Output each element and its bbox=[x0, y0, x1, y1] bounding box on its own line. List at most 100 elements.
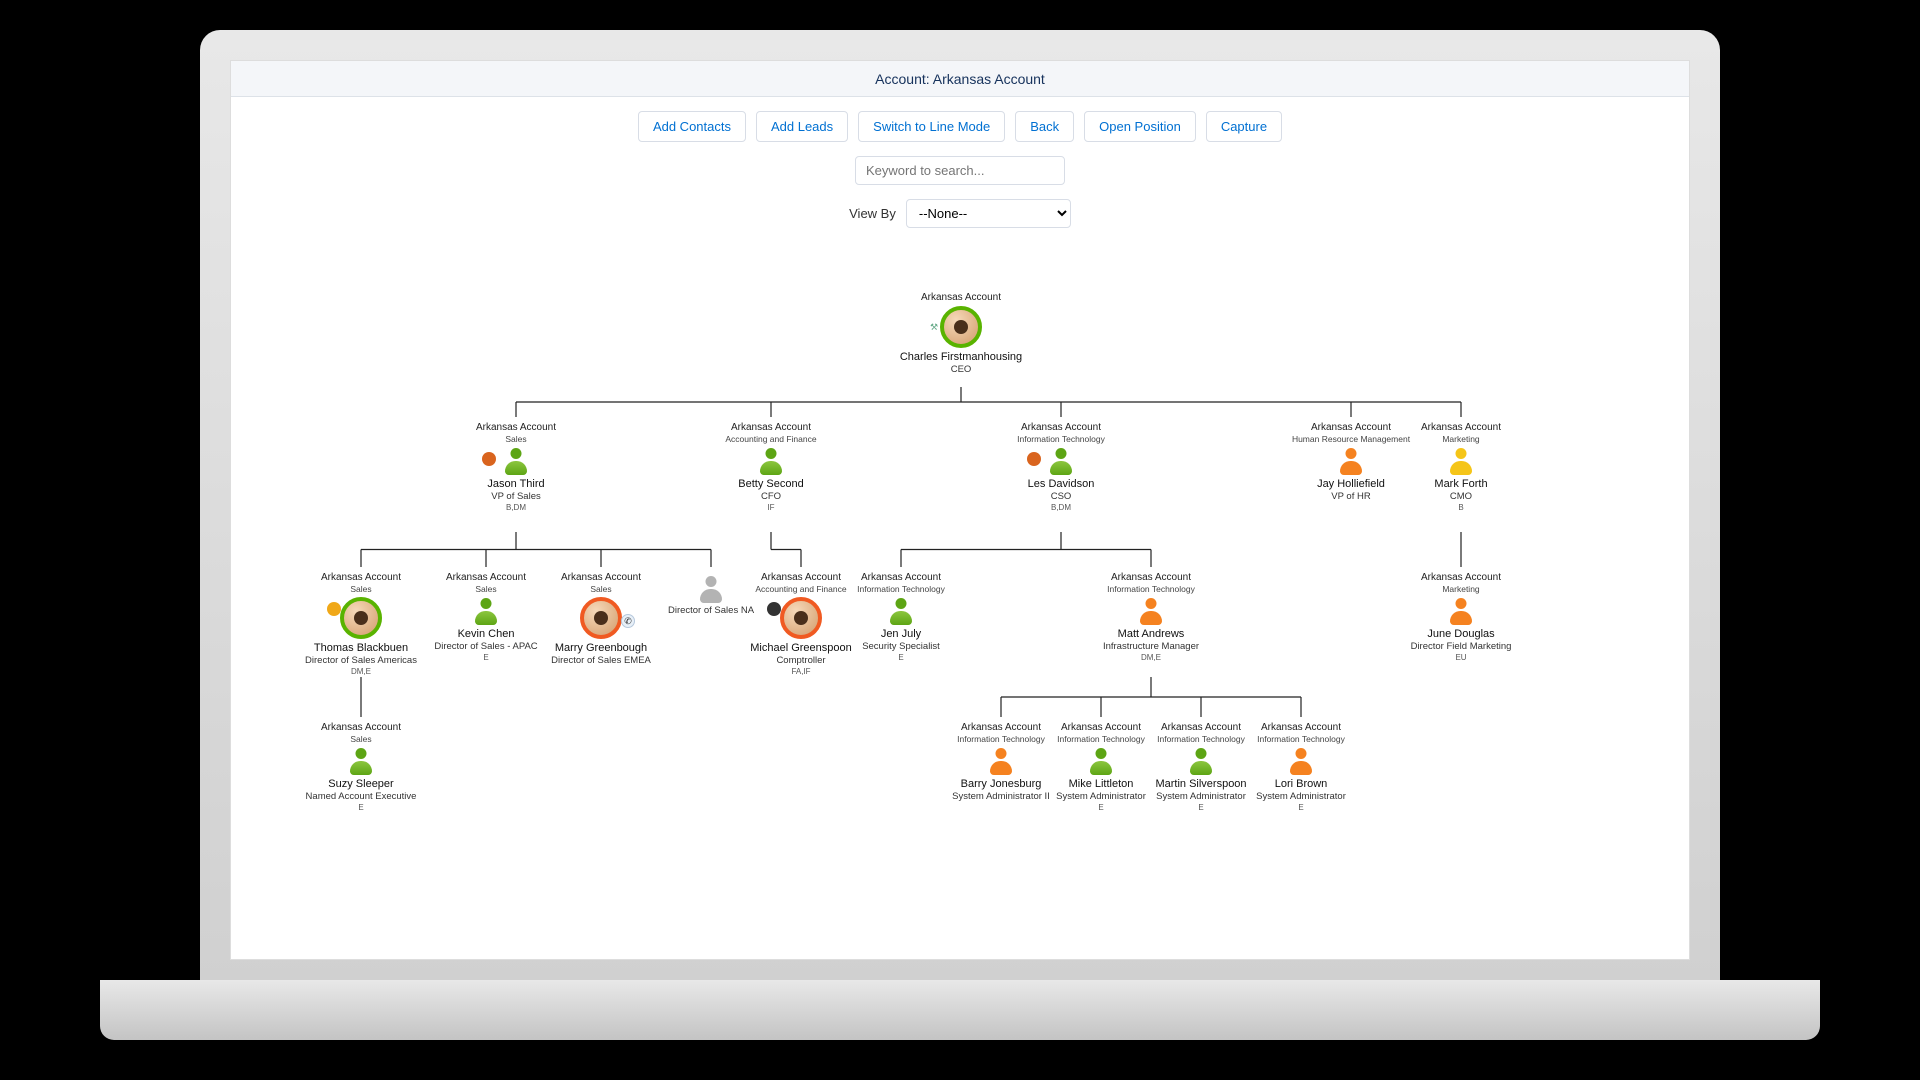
node-badge-icon bbox=[1027, 452, 1041, 466]
org-node-ceo[interactable]: ⚒Arkansas AccountCharles Firstmanhousing… bbox=[896, 292, 1026, 375]
node-title: Named Account Executive bbox=[296, 791, 426, 802]
node-title: Director of Sales EMEA bbox=[536, 655, 666, 666]
node-account: Arkansas Account bbox=[1396, 422, 1526, 433]
app-screen: Account: Arkansas Account Add Contacts A… bbox=[230, 60, 1690, 960]
person-icon bbox=[347, 747, 375, 775]
person-icon bbox=[472, 597, 500, 625]
person-icon bbox=[887, 597, 915, 625]
org-node-kevin[interactable]: Arkansas AccountSalesKevin ChenDirector … bbox=[421, 572, 551, 662]
node-account: Arkansas Account bbox=[1396, 572, 1526, 583]
page-title: Account: Arkansas Account bbox=[875, 71, 1045, 87]
node-title: CFO bbox=[706, 491, 836, 502]
node-account: Arkansas Account bbox=[296, 572, 426, 583]
node-name: Suzy Sleeper bbox=[296, 778, 426, 790]
add-leads-button[interactable]: Add Leads bbox=[756, 111, 848, 142]
node-tags: DM,E bbox=[296, 667, 426, 676]
org-chart[interactable]: ⚒ Arkansas Account Charles Firstmanhousing… bbox=[231, 242, 1689, 942]
laptop-frame: Account: Arkansas Account Add Contacts A… bbox=[200, 30, 1720, 990]
node-title: Director of Sales Americas bbox=[296, 655, 426, 666]
node-dept: Sales bbox=[296, 584, 426, 594]
node-name: June Douglas bbox=[1396, 628, 1526, 640]
node-title: Infrastructure Manager bbox=[1086, 641, 1216, 652]
node-account: Arkansas Account bbox=[1086, 572, 1216, 583]
viewby-row: View By --None-- bbox=[231, 189, 1689, 242]
person-icon bbox=[1447, 597, 1475, 625]
node-tags: B bbox=[1396, 503, 1526, 512]
search-row bbox=[231, 152, 1689, 189]
node-account: Arkansas Account bbox=[836, 572, 966, 583]
node-name: Thomas Blackbuen bbox=[296, 642, 426, 654]
viewby-select[interactable]: --None-- bbox=[906, 199, 1071, 228]
person-icon bbox=[1087, 747, 1115, 775]
node-tags: E bbox=[296, 803, 426, 812]
node-name: Mark Forth bbox=[1396, 478, 1526, 490]
node-title: Director Field Marketing bbox=[1396, 641, 1526, 652]
switch-line-mode-button[interactable]: Switch to Line Mode bbox=[858, 111, 1005, 142]
node-title: CSO bbox=[996, 491, 1126, 502]
node-dept: Information Technology bbox=[996, 434, 1126, 444]
person-icon bbox=[502, 447, 530, 475]
node-dept: Accounting and Finance bbox=[706, 434, 836, 444]
person-icon bbox=[1337, 447, 1365, 475]
org-node-betty[interactable]: Arkansas AccountAccounting and FinanceBe… bbox=[706, 422, 836, 512]
node-title: VP of Sales bbox=[451, 491, 581, 502]
node-dept: Information Technology bbox=[1236, 734, 1366, 744]
avatar bbox=[940, 306, 982, 348]
node-dept: Sales bbox=[421, 584, 551, 594]
phone-icon: ✆ bbox=[621, 614, 635, 628]
person-icon bbox=[757, 447, 785, 475]
org-node-lori[interactable]: Arkansas AccountInformation TechnologyLo… bbox=[1236, 722, 1366, 812]
node-name: Charles Firstmanhousing bbox=[896, 351, 1026, 363]
node-account: Arkansas Account bbox=[996, 422, 1126, 433]
org-node-suzy[interactable]: Arkansas AccountSales Suzy SleeperNamed A… bbox=[296, 722, 426, 812]
node-account: Arkansas Account bbox=[1236, 722, 1366, 733]
org-node-jen[interactable]: Arkansas AccountInformation TechnologyJe… bbox=[836, 572, 966, 662]
node-account: Arkansas Account bbox=[421, 572, 551, 583]
node-account: Arkansas Account bbox=[296, 722, 426, 733]
person-icon bbox=[697, 575, 725, 603]
node-dept: Marketing bbox=[1396, 434, 1526, 444]
node-tags: FA,IF bbox=[736, 667, 866, 676]
org-node-mark[interactable]: Arkansas AccountMarketing Mark ForthCMOB bbox=[1396, 422, 1526, 512]
node-badge-icon bbox=[767, 602, 781, 616]
node-title: CEO bbox=[896, 364, 1026, 375]
node-title: Security Specialist bbox=[836, 641, 966, 652]
add-contacts-button[interactable]: Add Contacts bbox=[638, 111, 746, 142]
node-tags: E bbox=[1236, 803, 1366, 812]
node-name: Les Davidson bbox=[996, 478, 1126, 490]
node-tags: B,DM bbox=[451, 503, 581, 512]
avatar bbox=[580, 597, 622, 639]
person-icon bbox=[1287, 747, 1315, 775]
back-button[interactable]: Back bbox=[1015, 111, 1074, 142]
open-position-button[interactable]: Open Position bbox=[1084, 111, 1196, 142]
node-tags: EU bbox=[1396, 653, 1526, 662]
node-account: Arkansas Account bbox=[706, 422, 836, 433]
capture-button[interactable]: Capture bbox=[1206, 111, 1282, 142]
node-name: Jason Third bbox=[451, 478, 581, 490]
node-tags: IF bbox=[706, 503, 836, 512]
node-tags: DM,E bbox=[1086, 653, 1216, 662]
node-name: Marry Greenbough bbox=[536, 642, 666, 654]
person-icon bbox=[1047, 447, 1075, 475]
org-node-jason[interactable]: Arkansas AccountSalesJason ThirdVP of Sa… bbox=[451, 422, 581, 512]
avatar bbox=[780, 597, 822, 639]
person-icon bbox=[987, 747, 1015, 775]
org-node-thomas[interactable]: Arkansas AccountSales Thomas BlackbuenDir… bbox=[296, 572, 426, 676]
person-icon bbox=[1137, 597, 1165, 625]
node-tags: B,DM bbox=[996, 503, 1126, 512]
search-input[interactable] bbox=[855, 156, 1065, 185]
person-icon bbox=[1447, 447, 1475, 475]
org-node-les[interactable]: Arkansas AccountInformation Technology Le… bbox=[996, 422, 1126, 512]
node-dept: Sales bbox=[296, 734, 426, 744]
org-node-matt[interactable]: Arkansas AccountInformation Technology Ma… bbox=[1086, 572, 1216, 662]
page-header: Account: Arkansas Account bbox=[231, 61, 1689, 97]
org-node-june[interactable]: Arkansas AccountMarketingJune DouglasDir… bbox=[1396, 572, 1526, 662]
node-dept: Information Technology bbox=[1086, 584, 1216, 594]
node-name: Jen July bbox=[836, 628, 966, 640]
laptop-base bbox=[100, 980, 1820, 1040]
node-badge-icon: ⚒ bbox=[927, 322, 941, 336]
node-badge-icon bbox=[327, 602, 341, 616]
node-title: CMO bbox=[1396, 491, 1526, 502]
avatar bbox=[340, 597, 382, 639]
node-name: Matt Andrews bbox=[1086, 628, 1216, 640]
